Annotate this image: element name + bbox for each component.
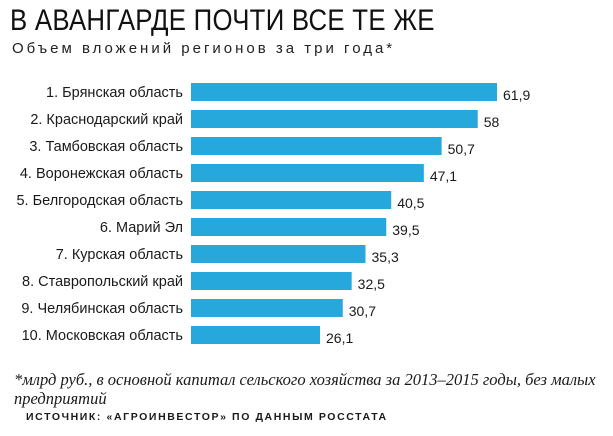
category-label: 6. Марий Эл [100, 220, 183, 236]
bar [191, 110, 478, 128]
footnote: *млрд руб., в основной капитал сельского… [14, 370, 596, 408]
value-label: 32,5 [358, 276, 385, 292]
chart-subtitle: Объем вложений регионов за три года* [12, 40, 396, 57]
category-label: 7. Курская область [56, 247, 183, 263]
chart-title: В АВАНГАРДЕ ПОЧТИ ВСЕ ТЕ ЖЕ [10, 4, 435, 37]
category-label: 5. Белгородская область [16, 193, 183, 209]
category-label: 3. Тамбовская область [29, 139, 183, 155]
category-label: 1. Брянская область [46, 85, 183, 101]
bar [191, 164, 424, 182]
bar [191, 137, 442, 155]
value-label: 35,3 [372, 249, 399, 265]
bar [191, 326, 321, 344]
category-label: 2. Краснодарский край [30, 112, 183, 128]
category-label: 8. Ставропольский край [22, 274, 183, 290]
value-label: 26,1 [326, 330, 353, 346]
bar [191, 218, 387, 236]
category-label: 10. Московская область [22, 328, 183, 344]
value-label: 30,7 [349, 303, 376, 319]
category-label: 9. Челябинская область [21, 301, 183, 317]
bar [191, 299, 343, 317]
category-label: 4. Воронежская область [20, 166, 183, 182]
value-label: 58 [484, 114, 500, 130]
bar-chart: 1. Брянская область 61,9 2. Краснодарский … [16, 83, 530, 346]
value-label: 40,5 [397, 195, 424, 211]
bar [191, 245, 366, 263]
value-label: 39,5 [392, 222, 419, 238]
value-label: 50,7 [448, 141, 475, 157]
value-label: 47,1 [430, 168, 457, 184]
value-label: 61,9 [503, 87, 530, 103]
bar [191, 272, 352, 290]
bar [191, 191, 392, 209]
source-note: ИСТОЧНИК: «АГРОИНВЕСТОР» ПО ДАННЫМ РОССТ… [26, 411, 388, 423]
bar [191, 83, 497, 101]
